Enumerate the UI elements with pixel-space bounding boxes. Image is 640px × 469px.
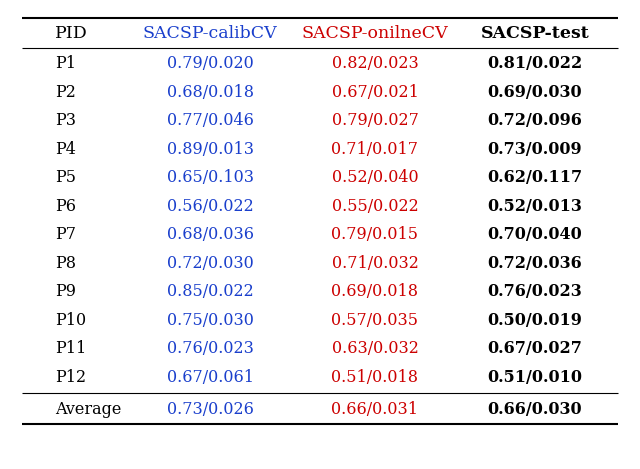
Text: 0.81/0.022: 0.81/0.022	[488, 55, 582, 72]
Text: Average: Average	[55, 401, 122, 418]
Text: 0.65/0.103: 0.65/0.103	[166, 169, 253, 186]
Text: 0.76/0.023: 0.76/0.023	[488, 283, 582, 300]
Text: 0.67/0.021: 0.67/0.021	[332, 83, 419, 101]
Text: 0.68/0.036: 0.68/0.036	[166, 226, 253, 243]
Text: 0.89/0.013: 0.89/0.013	[166, 141, 253, 158]
Text: 0.77/0.046: 0.77/0.046	[166, 112, 253, 129]
Text: 0.79/0.015: 0.79/0.015	[332, 226, 419, 243]
Text: PID: PID	[55, 25, 88, 42]
Text: P10: P10	[55, 312, 86, 329]
Text: 0.73/0.009: 0.73/0.009	[488, 141, 582, 158]
Text: 0.72/0.030: 0.72/0.030	[166, 255, 253, 272]
Text: P6: P6	[55, 197, 76, 215]
Text: 0.56/0.022: 0.56/0.022	[166, 197, 253, 215]
Text: 0.55/0.022: 0.55/0.022	[332, 197, 419, 215]
Text: P8: P8	[55, 255, 76, 272]
Text: 0.62/0.117: 0.62/0.117	[488, 169, 582, 186]
Text: 0.82/0.023: 0.82/0.023	[332, 55, 419, 72]
Text: P11: P11	[55, 340, 86, 357]
Text: 0.69/0.030: 0.69/0.030	[488, 83, 582, 101]
Text: 0.72/0.096: 0.72/0.096	[488, 112, 582, 129]
Text: 0.71/0.032: 0.71/0.032	[332, 255, 419, 272]
Text: 0.66/0.031: 0.66/0.031	[332, 401, 419, 418]
Text: 0.68/0.018: 0.68/0.018	[166, 83, 253, 101]
Text: 0.72/0.036: 0.72/0.036	[488, 255, 582, 272]
Text: P7: P7	[55, 226, 76, 243]
Text: 0.52/0.013: 0.52/0.013	[488, 197, 582, 215]
Text: P3: P3	[55, 112, 76, 129]
Text: P12: P12	[55, 369, 86, 386]
Text: 0.79/0.027: 0.79/0.027	[332, 112, 419, 129]
Text: P4: P4	[55, 141, 76, 158]
Text: P5: P5	[55, 169, 76, 186]
Text: 0.73/0.026: 0.73/0.026	[166, 401, 253, 418]
Text: P2: P2	[55, 83, 76, 101]
Text: 0.51/0.018: 0.51/0.018	[332, 369, 419, 386]
Text: 0.51/0.010: 0.51/0.010	[488, 369, 582, 386]
Text: SACSP-onilneCV: SACSP-onilneCV	[301, 25, 448, 42]
Text: 0.76/0.023: 0.76/0.023	[166, 340, 253, 357]
Text: 0.75/0.030: 0.75/0.030	[166, 312, 253, 329]
Text: SACSP-calibCV: SACSP-calibCV	[143, 25, 277, 42]
Text: SACSP-test: SACSP-test	[481, 25, 589, 42]
Text: P1: P1	[55, 55, 76, 72]
Text: 0.63/0.032: 0.63/0.032	[332, 340, 419, 357]
Text: 0.66/0.030: 0.66/0.030	[488, 401, 582, 418]
Text: 0.67/0.061: 0.67/0.061	[166, 369, 253, 386]
Text: 0.52/0.040: 0.52/0.040	[332, 169, 419, 186]
Text: 0.79/0.020: 0.79/0.020	[166, 55, 253, 72]
Text: P9: P9	[55, 283, 76, 300]
Text: 0.69/0.018: 0.69/0.018	[332, 283, 419, 300]
Text: 0.67/0.027: 0.67/0.027	[488, 340, 582, 357]
Text: 0.71/0.017: 0.71/0.017	[332, 141, 419, 158]
Text: 0.50/0.019: 0.50/0.019	[488, 312, 582, 329]
Text: 0.85/0.022: 0.85/0.022	[166, 283, 253, 300]
Text: 0.70/0.040: 0.70/0.040	[488, 226, 582, 243]
Text: 0.57/0.035: 0.57/0.035	[332, 312, 419, 329]
